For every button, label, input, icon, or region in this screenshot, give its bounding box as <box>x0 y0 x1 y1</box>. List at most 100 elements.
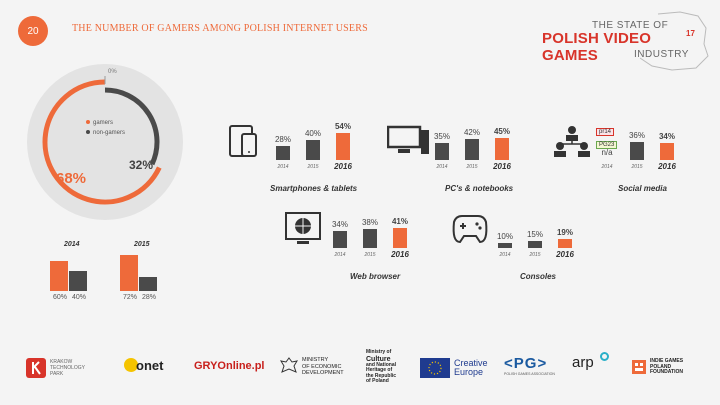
hist-year-2014: 2014 <box>64 241 80 248</box>
web-browser-bar-2015 <box>363 229 377 248</box>
donut-legend: gamers non-gamers <box>86 118 125 138</box>
smartphones-tablets-title: Smartphones & tablets <box>270 184 358 193</box>
web-browser-globe-icon <box>285 212 321 244</box>
legend-gamers: gamers <box>86 118 125 128</box>
igp-line-2: POLAND <box>650 363 672 370</box>
pg-letters: <PG> <box>504 355 548 372</box>
pc-s-notebooks-value-2016: 45% <box>493 126 510 136</box>
web-browser-year-2016: 2016 <box>391 250 409 259</box>
onet-dot-icon <box>124 358 138 372</box>
social-media-value-2014: n/a <box>601 148 613 157</box>
arp-circle-icon <box>600 352 609 361</box>
donut-background-disc <box>27 64 183 220</box>
ministry-culture-logo: Ministry of Culture and National Heritag… <box>366 349 397 385</box>
pg-subtitle: POLISH GAMES ASSOCIATION <box>504 372 555 376</box>
legend-non-gamers-swatch <box>86 130 90 135</box>
consoles-bar-2015 <box>528 240 542 248</box>
creative-line-2: Europe <box>454 367 484 377</box>
logo-superscript: 17 <box>686 29 695 38</box>
non-gamers-percent-label: 32% <box>129 158 154 172</box>
web-browser-bar-2016 <box>393 227 407 248</box>
page-number-badge: 20 <box>18 16 48 46</box>
smartphones-tablets-bar-2016 <box>336 133 350 160</box>
polish-games-association-logo: <PG> POLISH GAMES ASSOCIATION <box>504 355 555 376</box>
gamepad-icon <box>452 215 488 244</box>
zero-percent-label: 0% <box>108 69 117 75</box>
mc-line-2: Culture <box>366 355 391 363</box>
ktp-line-2: TECHNOLOGY <box>50 365 86 371</box>
smartphones-tablets-value-2015: 40% <box>304 129 321 138</box>
hist-label-2014-non-gamers: 40% <box>72 294 87 301</box>
consoles-value-2016: 19% <box>556 227 573 237</box>
consoles-year-2016: 2016 <box>556 250 574 259</box>
social-media-tag-1: PG23 <box>596 141 618 149</box>
consoles-value-2014: 10% <box>496 232 513 241</box>
social-media-tag-0: pr14 <box>596 128 615 136</box>
consoles-bar-2016 <box>558 238 572 248</box>
social-media-value-2015: 36% <box>628 131 645 140</box>
ktp-k-icon <box>26 358 46 378</box>
arp-text: arp <box>572 354 594 371</box>
mc-line-3: and National <box>366 361 397 368</box>
social-network-icon <box>554 126 590 157</box>
hist-year-2015: 2015 <box>134 241 150 248</box>
pc-s-notebooks-value-2014: 35% <box>433 131 450 141</box>
onet-text: onet <box>136 358 164 373</box>
pc-s-notebooks-bar-2014 <box>435 142 449 160</box>
gamers-donut-chart <box>27 64 183 220</box>
page-title: THE NUMBER OF GAMERS AMONG POLISH INTERN… <box>72 23 368 34</box>
web-browser-bar-2014 <box>333 231 347 248</box>
social-media-bar-2015 <box>630 142 644 160</box>
hist-bar-2015-gamers <box>120 255 138 291</box>
igp-line-3: FOUNDATION <box>650 369 683 375</box>
social-media-value-2016: 34% <box>658 132 675 141</box>
non-gamers-arc <box>104 87 160 166</box>
legend-non-gamers-label: non-gamers <box>93 130 126 136</box>
ktp-line-1: KRAKOW <box>50 359 73 365</box>
smartphones-tablets-year-2014: 2014 <box>277 164 289 170</box>
web-browser-value-2014: 34% <box>331 220 348 229</box>
pc-s-notebooks-title: PC's & notebooks <box>445 184 514 193</box>
mc-line-4: Heritage of <box>366 367 393 373</box>
consoles-year-2015: 2015 <box>529 252 541 258</box>
consoles-value-2015: 15% <box>526 229 543 239</box>
smartphones-tablets-year-2015: 2015 <box>307 164 319 170</box>
legend-non-gamers: non-gamers <box>86 128 125 138</box>
web-browser-year-2015: 2015 <box>364 252 376 258</box>
arp-logo: arp <box>572 352 609 371</box>
hist-label-2015-gamers: 72% <box>123 294 138 301</box>
consoles-title: Consoles <box>520 272 557 281</box>
historical-bars: 2014 60% 40% 2015 72% 28% <box>0 0 200 405</box>
logo-line-2: POLISH VIDEO GAMES <box>542 30 652 64</box>
smartphones-tablets-year-2016: 2016 <box>334 162 352 171</box>
hist-bar-2015-non-gamers <box>139 277 157 291</box>
consoles-bar-2014 <box>498 243 512 248</box>
hist-label-2014-gamers: 60% <box>53 294 68 301</box>
smartphones-tablets-value-2014: 28% <box>274 135 291 144</box>
legend-gamers-label: gamers <box>93 120 114 126</box>
igp-line-1: INDIE GAMES <box>650 358 684 364</box>
pc-s-notebooks-bar-2016 <box>495 137 509 160</box>
web-browser-title: Web browser <box>350 272 401 281</box>
desktop-pc-icon <box>387 125 429 154</box>
gamers-percent-label: 68% <box>56 170 87 187</box>
mc-line-1: Ministry of <box>366 349 392 355</box>
consoles-year-2014: 2014 <box>499 252 511 258</box>
smartphones-tablets-bar-2015 <box>306 140 320 160</box>
mc-line-5: the Republic <box>366 372 397 379</box>
hist-bar-2014-non-gamers <box>69 271 87 291</box>
ktp-line-3: PARK <box>50 371 64 377</box>
poland-map-outline-icon <box>639 11 709 71</box>
social-media-year-2016: 2016 <box>658 162 676 171</box>
eu-flag-icon <box>420 358 450 378</box>
mer-line-1: MINISTRY <box>302 357 329 363</box>
report-logo: THE STATE OF POLISH VIDEO GAMES 17 INDUS… <box>540 10 710 72</box>
social-media-bar-2016 <box>660 143 674 160</box>
logo-line-1: THE STATE OF <box>592 20 669 31</box>
hist-label-2015-non-gamers: 28% <box>142 294 157 301</box>
legend-gamers-swatch <box>86 120 90 125</box>
logo-line-3: INDUSTRY <box>634 49 689 60</box>
mc-line-6: of Poland <box>366 378 389 384</box>
mer-line-3: DEVELOPMENT <box>302 370 344 376</box>
web-browser-year-2014: 2014 <box>334 252 346 258</box>
